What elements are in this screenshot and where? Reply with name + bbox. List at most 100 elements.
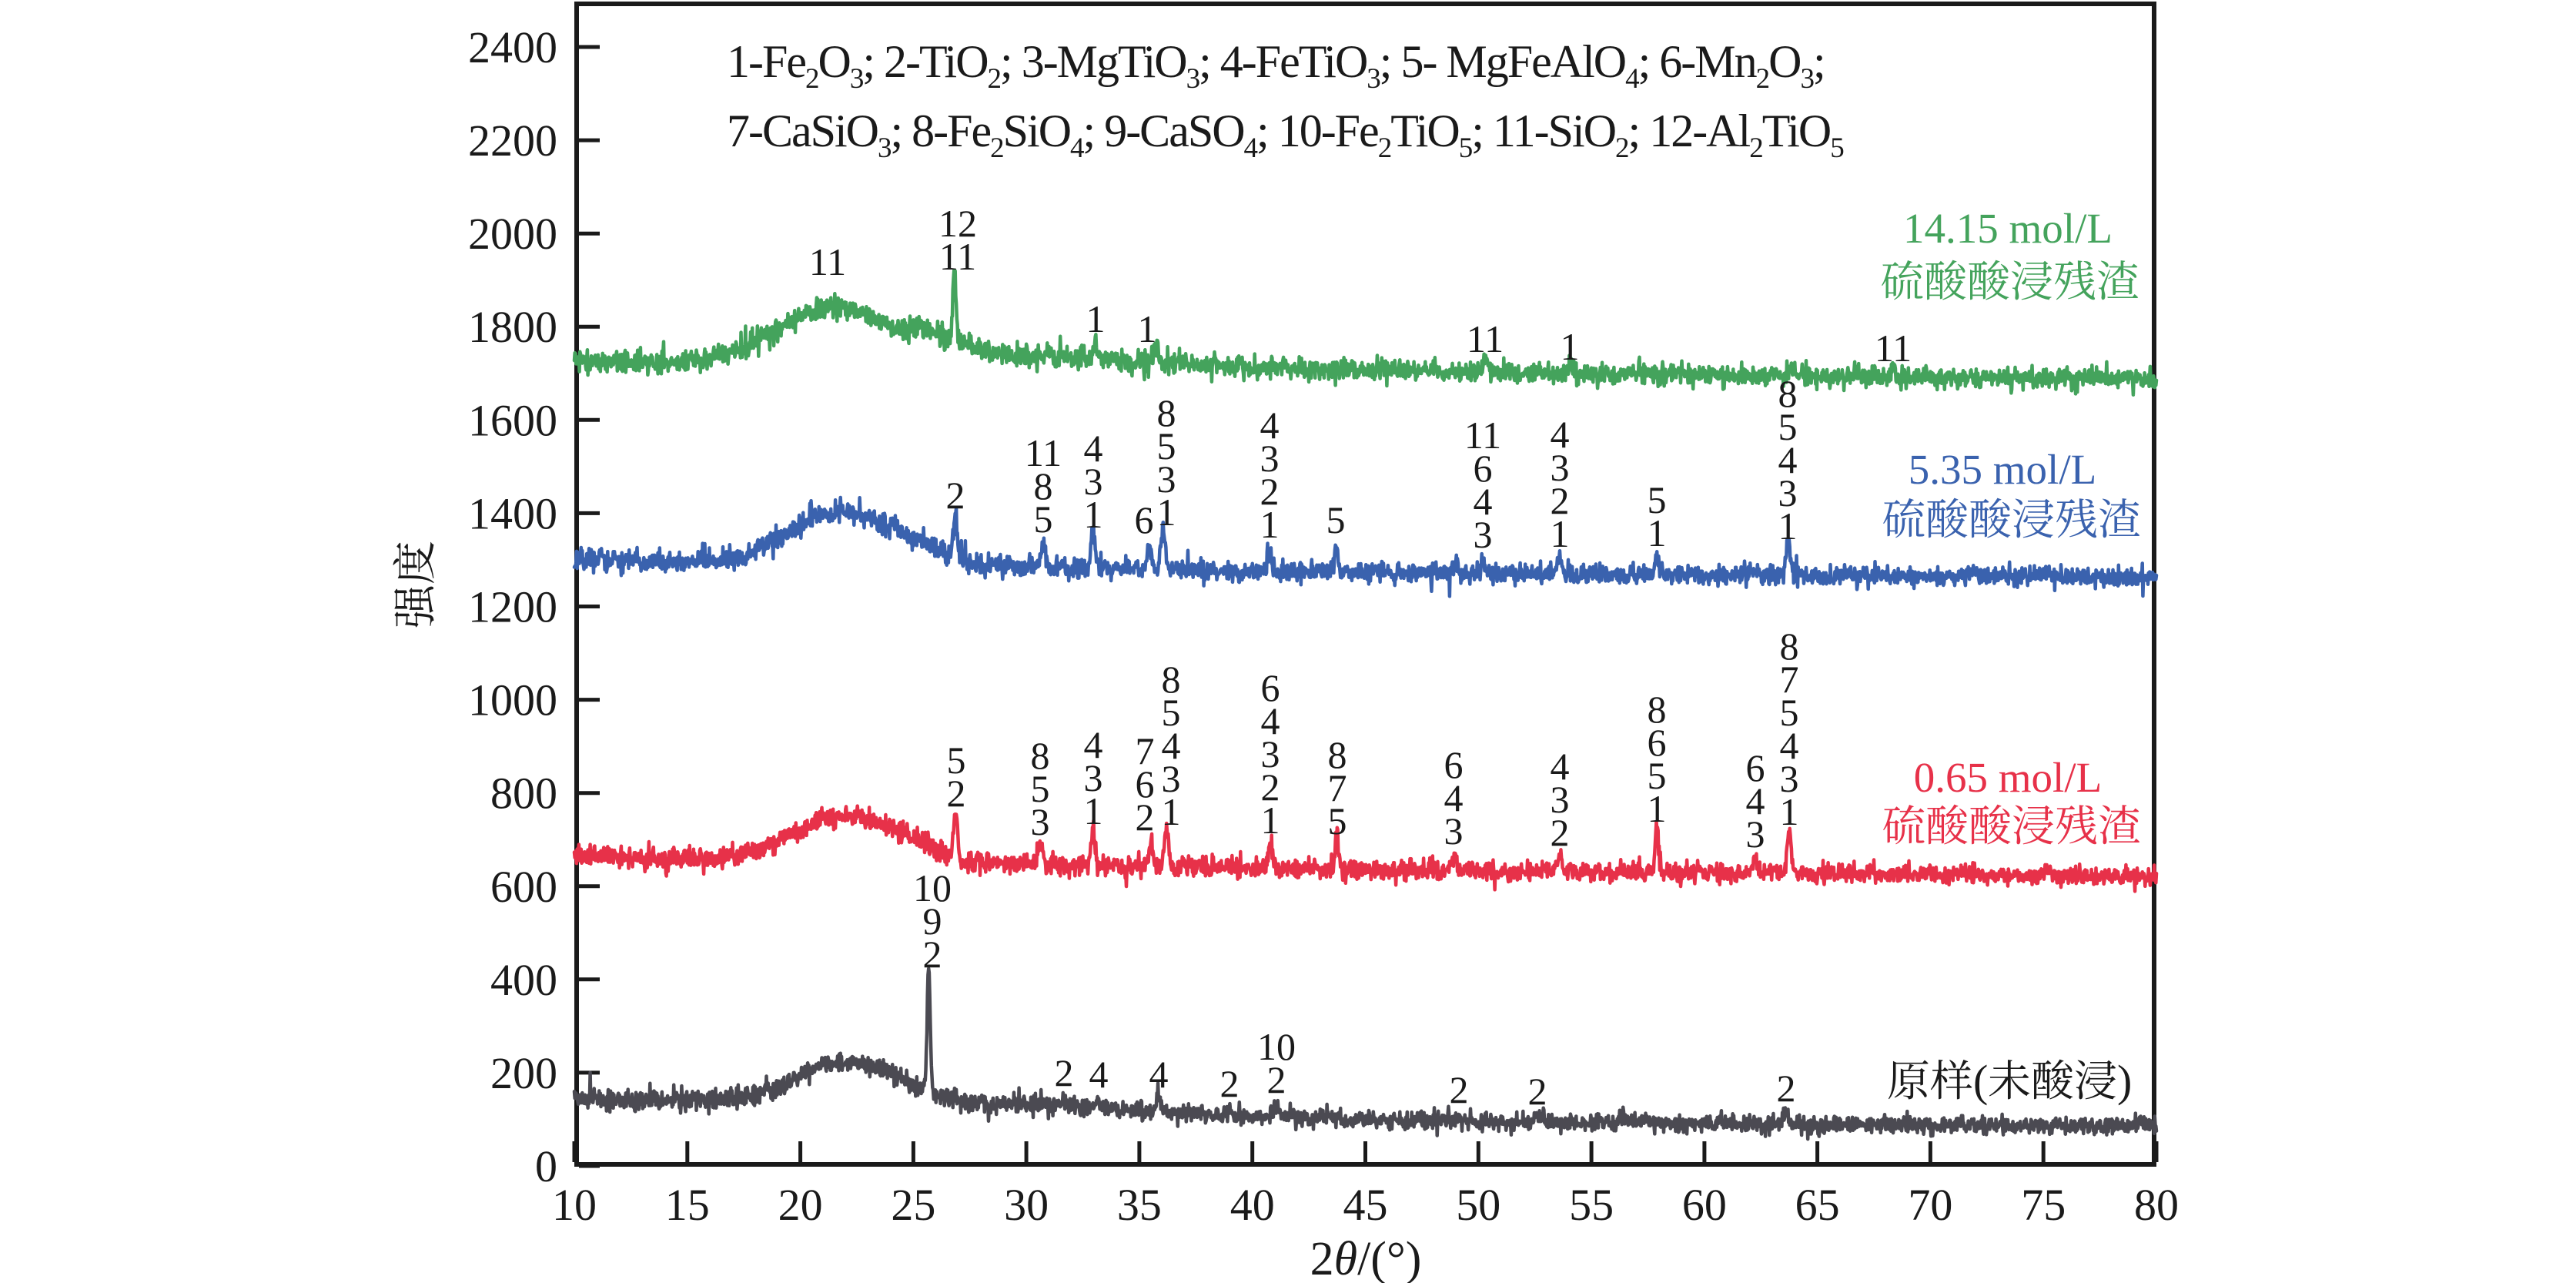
svg-text:65: 65 [1795, 1180, 1840, 1230]
svg-text:4: 4 [1260, 404, 1280, 447]
svg-text:3: 3 [1780, 757, 1799, 800]
svg-text:11: 11 [1025, 431, 1062, 474]
svg-text:6: 6 [1136, 762, 1155, 806]
svg-text:5: 5 [1780, 691, 1799, 734]
svg-text:800: 800 [490, 769, 557, 819]
svg-text:8: 8 [1778, 372, 1798, 415]
svg-text:1: 1 [1086, 297, 1106, 340]
svg-text:3: 3 [1084, 756, 1103, 799]
svg-text:7: 7 [1780, 658, 1799, 701]
svg-text:2: 2 [1260, 470, 1280, 513]
svg-text:5: 5 [947, 739, 966, 782]
svg-text:1: 1 [1780, 790, 1799, 833]
svg-text:60: 60 [1682, 1180, 1727, 1230]
svg-text:4: 4 [1162, 724, 1181, 767]
svg-text:2: 2 [1267, 1058, 1286, 1101]
svg-text:3: 3 [1260, 437, 1280, 480]
svg-text:2400: 2400 [468, 22, 557, 72]
svg-text:8: 8 [1780, 625, 1799, 668]
svg-text:1200: 1200 [468, 582, 557, 632]
svg-text:3: 3 [1162, 757, 1181, 800]
svg-text:7: 7 [1136, 729, 1155, 772]
svg-text:8: 8 [1648, 688, 1667, 731]
svg-text:3: 3 [1157, 457, 1176, 501]
svg-text:1: 1 [1648, 511, 1667, 554]
svg-text:1: 1 [1778, 504, 1798, 548]
svg-text:3: 3 [1746, 812, 1765, 856]
svg-text:2200: 2200 [468, 116, 557, 166]
svg-text:2: 2 [1136, 796, 1155, 839]
svg-text:30: 30 [1004, 1180, 1049, 1230]
svg-text:1600: 1600 [468, 395, 557, 445]
svg-text:1: 1 [1138, 307, 1157, 350]
svg-text:6: 6 [1474, 447, 1493, 490]
svg-text:0.65 mol/L: 0.65 mol/L [1914, 754, 2102, 801]
svg-text:8: 8 [1034, 464, 1053, 508]
svg-text:2: 2 [1055, 1051, 1074, 1094]
svg-text:45: 45 [1343, 1180, 1388, 1230]
svg-text:3: 3 [1474, 513, 1493, 556]
svg-text:1: 1 [1648, 787, 1667, 830]
svg-text:2000: 2000 [468, 209, 557, 259]
svg-text:1: 1 [1261, 799, 1280, 842]
svg-text:11: 11 [809, 240, 846, 283]
svg-text:2: 2 [1551, 479, 1570, 522]
svg-text:11: 11 [1464, 414, 1501, 457]
svg-text:400: 400 [490, 955, 557, 1005]
svg-text:4: 4 [1778, 438, 1798, 481]
svg-text:(: ( [1973, 1056, 1988, 1106]
svg-text:75: 75 [2021, 1180, 2066, 1230]
svg-text:3: 3 [1084, 460, 1103, 503]
svg-text:): ) [2117, 1056, 2132, 1106]
svg-text:5: 5 [1034, 497, 1053, 541]
svg-text:1: 1 [1157, 491, 1176, 534]
svg-text:1: 1 [1561, 325, 1580, 368]
svg-text:7: 7 [1328, 766, 1347, 809]
svg-text:1: 1 [1084, 493, 1103, 536]
svg-text:2: 2 [1551, 811, 1570, 854]
svg-text:3: 3 [1031, 800, 1050, 843]
svg-text:3: 3 [1551, 778, 1570, 821]
svg-text:3: 3 [1444, 809, 1464, 853]
svg-text:10: 10 [552, 1180, 597, 1230]
svg-text:2: 2 [1777, 1067, 1796, 1110]
svg-text:3: 3 [1261, 732, 1280, 775]
svg-text:11: 11 [1875, 327, 1912, 370]
svg-text:5: 5 [1648, 754, 1667, 797]
svg-text:1: 1 [1260, 503, 1280, 546]
svg-text:6: 6 [1444, 743, 1464, 786]
svg-text:8: 8 [1031, 734, 1050, 777]
svg-text:4: 4 [1551, 745, 1570, 788]
svg-text:2θ/(°): 2θ/(°) [1310, 1233, 1422, 1283]
svg-text:11: 11 [939, 235, 976, 278]
svg-text:5: 5 [1031, 767, 1050, 810]
svg-text:1000: 1000 [468, 675, 557, 725]
svg-text:2: 2 [947, 772, 966, 815]
svg-text:8: 8 [1157, 391, 1176, 434]
svg-text:5.35 mol/L: 5.35 mol/L [1909, 446, 2096, 493]
svg-text:15: 15 [665, 1180, 710, 1230]
svg-text:2: 2 [923, 933, 942, 976]
svg-text:6: 6 [1648, 721, 1667, 764]
svg-text:11: 11 [1467, 317, 1504, 360]
svg-text:1800: 1800 [468, 302, 557, 352]
svg-text:4: 4 [1551, 413, 1570, 456]
svg-text:5: 5 [1778, 405, 1798, 448]
svg-text:200: 200 [490, 1048, 557, 1098]
svg-text:4: 4 [1084, 427, 1103, 470]
svg-text:12: 12 [938, 202, 977, 245]
svg-text:4: 4 [1089, 1053, 1109, 1096]
svg-text:3: 3 [1778, 471, 1798, 514]
svg-text:80: 80 [2134, 1180, 2179, 1230]
svg-text:600: 600 [490, 862, 557, 912]
svg-text:40: 40 [1230, 1180, 1275, 1230]
svg-text:2: 2 [946, 474, 965, 517]
svg-text:10: 10 [913, 866, 952, 909]
svg-text:4: 4 [1084, 723, 1103, 766]
svg-text:6: 6 [1746, 746, 1765, 789]
svg-text:2: 2 [1261, 765, 1280, 809]
svg-text:14.15 mol/L: 14.15 mol/L [1903, 205, 2113, 252]
svg-text:5: 5 [1326, 498, 1346, 541]
svg-text:1-Fe2​O3​; 2-TiO2​; 3-MgTiO3​;: 1-Fe2​O3​; 2-TiO2​; 3-MgTiO3​; 4-FeTiO3​… [727, 36, 1825, 95]
svg-text:6: 6 [1261, 666, 1280, 709]
